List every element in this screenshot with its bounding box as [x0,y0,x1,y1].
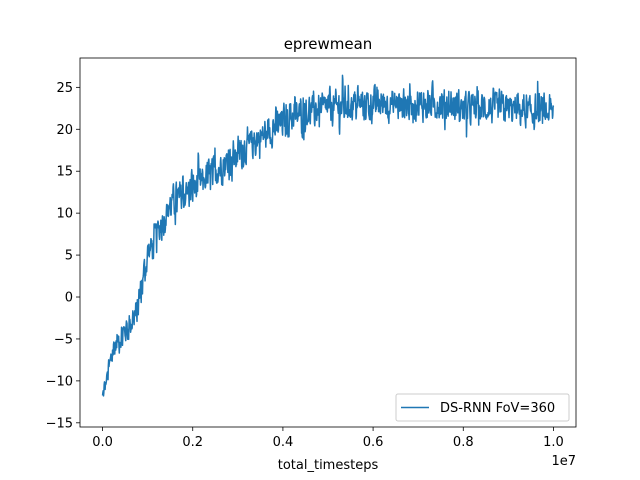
x-axis-label: total_timesteps [278,458,379,473]
legend-box [395,393,570,422]
series-line-ds-rnn [101,74,555,397]
legend-label: DS-RNN FoV=360 [440,401,555,416]
y-axis: −15 −10 −5 0 5 10 15 20 25 [46,81,80,431]
y-tick-label: 5 [65,249,73,264]
x-tick-label: 0.2 [182,435,203,450]
plot-frame [79,57,577,428]
legend: DS-RNN FoV=360 [395,393,570,422]
y-tick-label: −5 [54,332,73,347]
x-tick-label: 0.0 [92,435,113,450]
y-tick-label: −10 [46,374,73,389]
chart-title: eprewmean [284,35,373,53]
plot-area [101,74,555,397]
x-tick-label: 0.4 [273,435,294,450]
x-axis-offset-text: 1e7 [551,454,576,469]
y-tick-label: 0 [65,291,73,306]
x-axis: 0.0 0.2 0.4 0.6 0.8 1.0 [92,427,564,450]
y-tick-label: 10 [56,207,73,222]
y-tick-label: 20 [56,123,73,138]
x-tick-label: 1.0 [543,435,564,450]
y-tick-label: −15 [46,416,73,431]
x-tick-label: 0.6 [363,435,384,450]
x-tick-label: 0.8 [453,435,474,450]
y-tick-label: 15 [56,165,73,180]
y-tick-label: 25 [56,81,73,96]
